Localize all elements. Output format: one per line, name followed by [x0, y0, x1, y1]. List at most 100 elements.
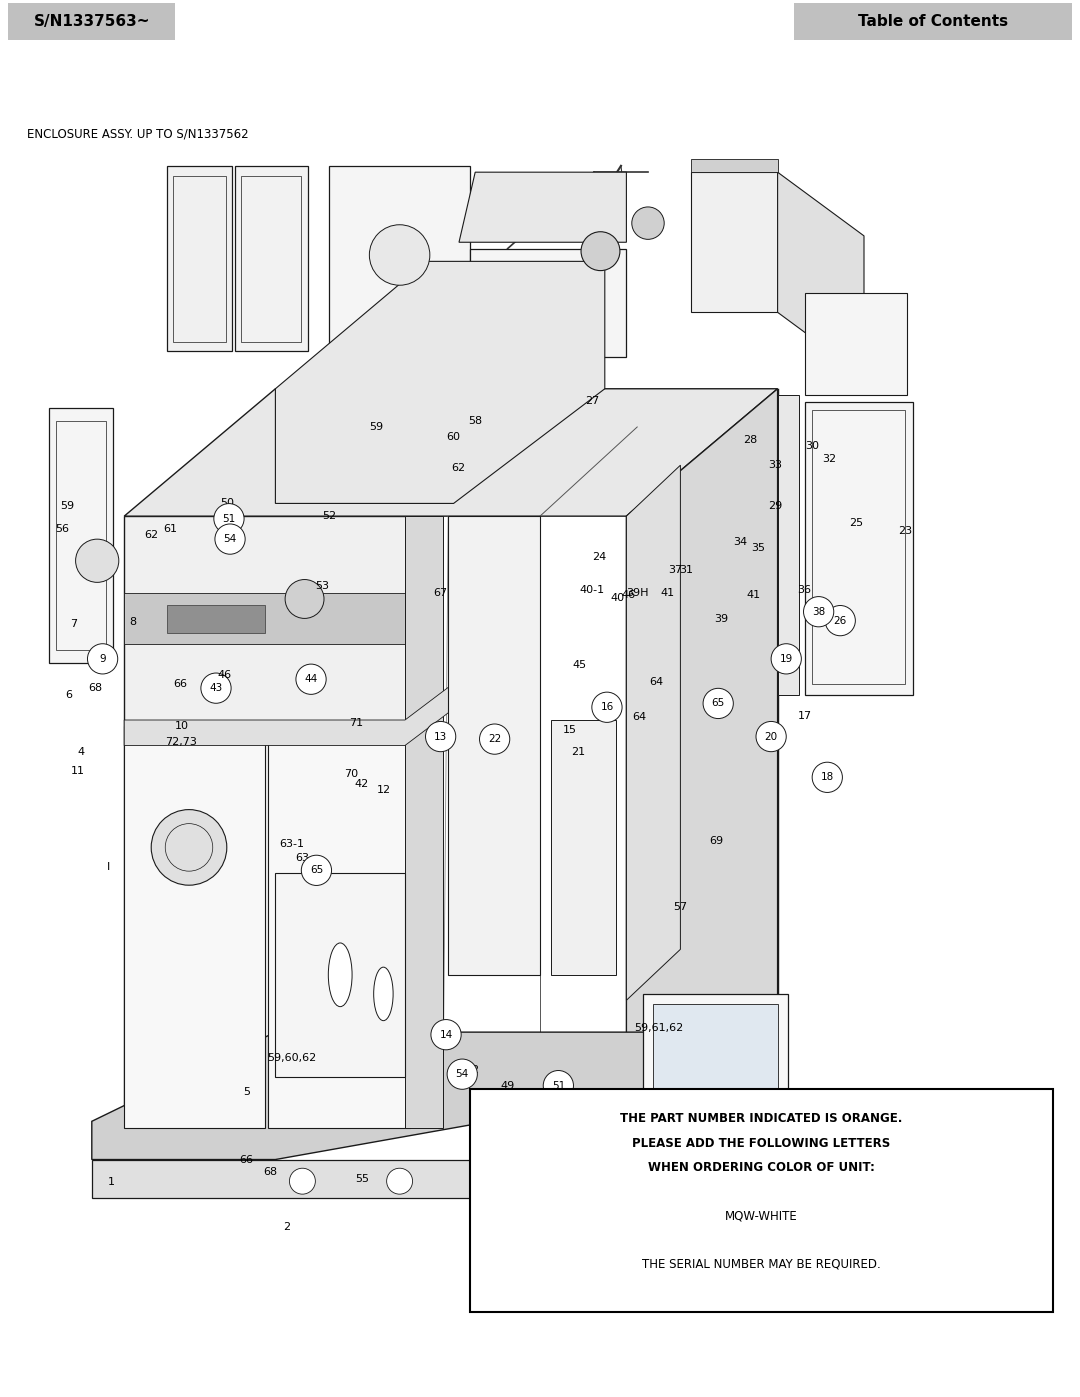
- Ellipse shape: [328, 943, 352, 1007]
- Circle shape: [289, 1168, 315, 1194]
- Text: 32: 32: [822, 454, 837, 464]
- Circle shape: [214, 503, 244, 534]
- Polygon shape: [805, 293, 907, 395]
- Text: Table of Contents: Table of Contents: [858, 14, 1009, 29]
- Circle shape: [543, 1070, 573, 1101]
- Text: 39: 39: [714, 615, 729, 624]
- Text: 55: 55: [355, 1173, 368, 1183]
- Text: 6: 6: [66, 690, 72, 700]
- Text: 8: 8: [130, 617, 136, 627]
- Polygon shape: [167, 166, 232, 351]
- Text: 54: 54: [224, 534, 237, 543]
- Text: 64: 64: [632, 712, 647, 722]
- Text: 40-1: 40-1: [579, 585, 605, 595]
- Polygon shape: [92, 1032, 778, 1160]
- Polygon shape: [124, 726, 265, 1127]
- Circle shape: [447, 1059, 477, 1090]
- Circle shape: [812, 763, 842, 792]
- Text: 16: 16: [600, 703, 613, 712]
- Text: 46: 46: [217, 671, 232, 680]
- Text: 5: 5: [243, 1087, 249, 1097]
- Polygon shape: [124, 515, 410, 1127]
- Text: 15: 15: [564, 725, 577, 735]
- Text: 52: 52: [464, 1066, 480, 1076]
- Circle shape: [756, 721, 786, 752]
- Text: 71: 71: [349, 718, 364, 728]
- Circle shape: [151, 810, 227, 886]
- Text: 35: 35: [752, 543, 765, 553]
- Text: 2: 2: [283, 1222, 289, 1232]
- Text: 58: 58: [468, 416, 483, 426]
- Text: 59: 59: [59, 502, 75, 511]
- Text: 62: 62: [450, 462, 465, 472]
- Text: 34: 34: [732, 536, 747, 546]
- Circle shape: [215, 524, 245, 555]
- Text: 1: 1: [108, 1178, 114, 1187]
- Circle shape: [480, 724, 510, 754]
- Ellipse shape: [374, 967, 393, 1021]
- Text: DCA-220SSK — ENCLOSURE ASSY.: DCA-220SSK — ENCLOSURE ASSY.: [292, 50, 788, 75]
- Polygon shape: [778, 172, 864, 376]
- Circle shape: [825, 605, 855, 636]
- Circle shape: [570, 1168, 596, 1194]
- Text: 62: 62: [144, 531, 159, 541]
- Circle shape: [76, 539, 119, 583]
- Polygon shape: [551, 719, 616, 975]
- Text: 47: 47: [649, 1186, 664, 1196]
- Polygon shape: [235, 166, 308, 351]
- Text: 26: 26: [834, 616, 847, 626]
- Polygon shape: [448, 515, 540, 975]
- Circle shape: [431, 1020, 461, 1049]
- Text: 63: 63: [296, 852, 309, 862]
- Text: 41: 41: [660, 588, 675, 598]
- Polygon shape: [691, 159, 778, 172]
- Text: 14: 14: [440, 1030, 453, 1039]
- Bar: [56, 420, 106, 650]
- Polygon shape: [778, 395, 799, 694]
- Text: 30: 30: [806, 441, 819, 451]
- Polygon shape: [805, 401, 913, 694]
- Text: 9: 9: [99, 654, 106, 664]
- Text: 66: 66: [174, 679, 187, 689]
- Text: 11: 11: [71, 766, 84, 775]
- Text: S/N1337563~: S/N1337563~: [33, 14, 150, 29]
- Polygon shape: [268, 726, 410, 1127]
- Text: PAGE 136 — DCA-220SSK — PARTS AND OPERATION  MANUAL (STD) — REV. #3  (06/05/01): PAGE 136 — DCA-220SSK — PARTS AND OPERAT…: [170, 1369, 910, 1384]
- Text: 49: 49: [500, 1081, 515, 1091]
- Text: 3: 3: [488, 1201, 495, 1211]
- Polygon shape: [124, 388, 778, 515]
- Text: 39H: 39H: [626, 588, 648, 598]
- Polygon shape: [626, 388, 778, 1127]
- Polygon shape: [275, 261, 605, 503]
- Text: 67: 67: [433, 588, 448, 598]
- Circle shape: [771, 644, 801, 673]
- Text: 41: 41: [746, 590, 761, 601]
- Text: 4: 4: [78, 747, 84, 757]
- Text: 54: 54: [456, 1069, 469, 1078]
- Text: 23: 23: [897, 527, 913, 536]
- Circle shape: [296, 664, 326, 694]
- Polygon shape: [329, 166, 470, 356]
- Circle shape: [632, 207, 664, 239]
- Text: 65: 65: [712, 698, 725, 708]
- Polygon shape: [691, 172, 778, 313]
- Text: 36: 36: [798, 585, 811, 595]
- Text: 45: 45: [572, 661, 588, 671]
- Bar: [8, 3, 175, 39]
- Text: 44: 44: [305, 675, 318, 685]
- Text: 50: 50: [220, 499, 233, 509]
- Text: 56: 56: [56, 524, 69, 534]
- Bar: [794, 3, 1072, 39]
- Text: 20: 20: [765, 732, 778, 742]
- Text: 31: 31: [679, 564, 692, 574]
- Text: 59,61,62: 59,61,62: [634, 1024, 684, 1034]
- Text: 25: 25: [849, 517, 864, 528]
- Polygon shape: [459, 172, 626, 242]
- Polygon shape: [653, 1004, 778, 1150]
- Text: 57: 57: [673, 902, 688, 912]
- Text: MQW-WHITE: MQW-WHITE: [725, 1210, 798, 1222]
- Text: 48: 48: [795, 1108, 808, 1118]
- Text: 65: 65: [310, 865, 323, 876]
- Text: 27: 27: [584, 397, 599, 407]
- Text: THE PART NUMBER INDICATED IS ORANGE.: THE PART NUMBER INDICATED IS ORANGE.: [620, 1112, 903, 1126]
